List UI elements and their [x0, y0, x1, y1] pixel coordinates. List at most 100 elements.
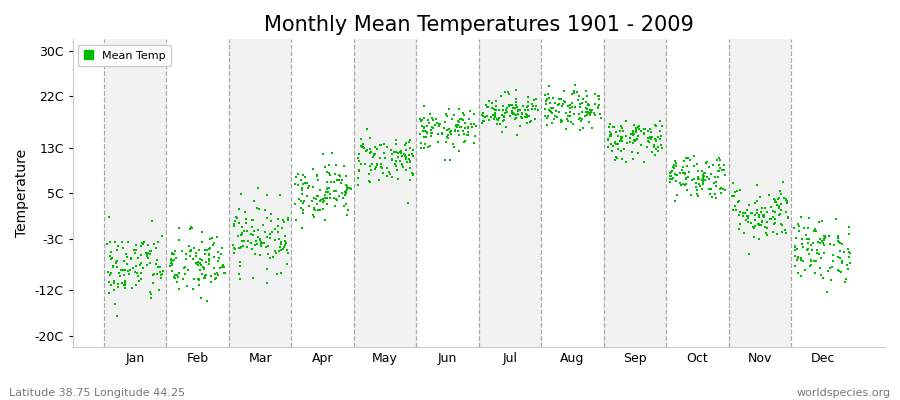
Point [395, 160, 410, 167]
Point [814, 240, 828, 246]
Point [688, 179, 703, 186]
Point [521, 99, 535, 106]
Point [574, 109, 589, 116]
Point [207, 254, 221, 261]
Point [572, 116, 586, 122]
Point [395, 162, 410, 168]
Point [445, 128, 459, 134]
Point [835, 258, 850, 264]
Point [752, 194, 767, 200]
Point [832, 240, 847, 246]
Point [399, 146, 413, 153]
Point [567, 104, 581, 110]
Point [736, 213, 751, 220]
Point [823, 240, 837, 247]
Point [624, 139, 638, 146]
Point [183, 252, 197, 259]
Point [340, 186, 355, 192]
Point [297, 180, 311, 186]
Point [184, 224, 199, 231]
Point [453, 124, 467, 130]
Point [212, 265, 227, 272]
Point [705, 194, 719, 200]
Point [364, 149, 378, 155]
Point [391, 154, 405, 160]
Point [376, 150, 391, 156]
Point [615, 138, 629, 144]
Point [842, 254, 857, 261]
Point [730, 188, 744, 194]
Point [482, 98, 496, 104]
Point [700, 174, 715, 180]
Point [526, 103, 540, 109]
Point [681, 174, 696, 180]
Point [403, 159, 418, 165]
Point [744, 210, 759, 216]
Point [114, 238, 129, 245]
Point [601, 136, 616, 143]
Point [698, 170, 712, 176]
Point [228, 218, 242, 225]
Point [425, 130, 439, 136]
Point [481, 104, 495, 111]
Point [580, 101, 595, 108]
Point [725, 207, 740, 214]
Point [644, 136, 658, 142]
Point [614, 123, 628, 129]
Point [260, 234, 274, 241]
Point [663, 175, 678, 182]
Point [140, 252, 154, 258]
Point [688, 176, 702, 182]
Point [189, 253, 203, 259]
Point [230, 214, 244, 220]
Point [253, 235, 267, 242]
Point [432, 123, 446, 129]
Point [112, 270, 126, 276]
Point [506, 105, 520, 111]
Point [203, 245, 218, 251]
Point [320, 186, 334, 192]
Point [649, 122, 663, 129]
Point [791, 255, 806, 261]
Point [354, 136, 368, 142]
Point [601, 144, 616, 150]
Point [133, 262, 148, 269]
Point [308, 206, 322, 213]
Point [838, 278, 852, 285]
Point [801, 225, 815, 231]
Point [608, 124, 622, 130]
Point [320, 188, 334, 195]
Point [111, 247, 125, 254]
Point [237, 238, 251, 244]
Point [816, 241, 831, 248]
Point [244, 231, 258, 238]
Point [265, 229, 279, 235]
Point [310, 173, 324, 180]
Point [399, 154, 413, 160]
Point [540, 122, 554, 128]
Point [215, 245, 230, 252]
Point [490, 98, 504, 104]
Point [456, 116, 471, 123]
Point [403, 165, 418, 171]
Point [275, 224, 290, 231]
Point [780, 214, 795, 220]
Point [585, 124, 599, 131]
Point [519, 120, 534, 126]
Point [192, 276, 206, 282]
Point [549, 108, 563, 114]
Point [211, 234, 225, 240]
Point [718, 172, 733, 178]
Point [118, 267, 132, 274]
Point [488, 113, 502, 119]
Point [130, 254, 145, 261]
Point [240, 238, 255, 245]
Point [129, 246, 143, 253]
Point [302, 182, 316, 189]
Point [443, 157, 457, 164]
Point [609, 153, 624, 160]
Point [554, 118, 569, 124]
Point [707, 191, 722, 197]
Point [679, 181, 693, 188]
Point [316, 199, 330, 206]
